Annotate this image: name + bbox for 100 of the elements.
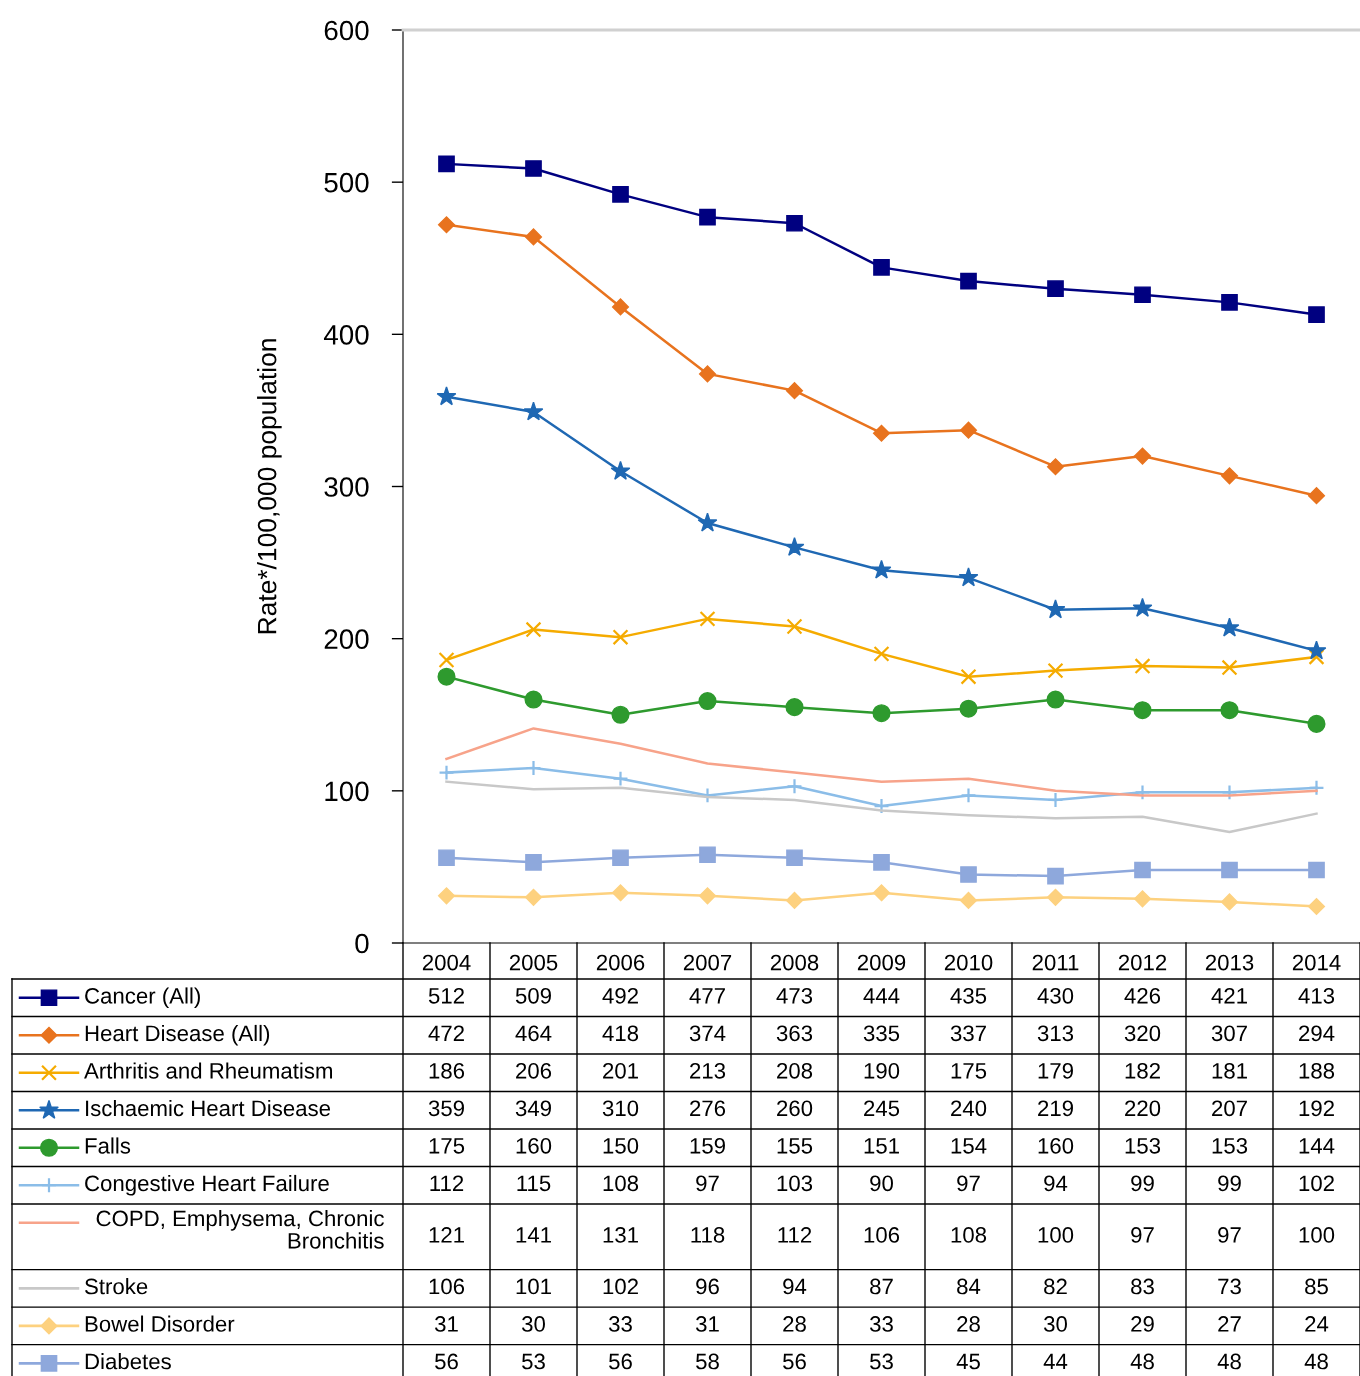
data-label: 313: [1037, 1025, 1074, 1042]
data-label: 115: [517, 1175, 551, 1192]
x-tick-label: 2007: [683, 954, 732, 971]
data-label: 310: [602, 1100, 639, 1117]
data-label: 99: [1131, 1175, 1154, 1192]
data-label: 160: [1038, 1137, 1074, 1154]
data-label: 182: [1125, 1062, 1160, 1079]
data-label: 335: [863, 1025, 900, 1042]
legend-label: Ischaemic Heart Disease: [86, 1099, 331, 1117]
legend-label: Congestive Heart Failure: [85, 1174, 329, 1196]
data-label: 276: [690, 1100, 726, 1117]
data-label: 444: [863, 988, 900, 1004]
data-label: 85: [1305, 1278, 1328, 1295]
data-label: 27: [1218, 1316, 1241, 1332]
data-label: 90: [870, 1175, 893, 1192]
data-label: 320: [1124, 1025, 1161, 1042]
data-label: 97: [696, 1175, 719, 1192]
data-label: 102: [1299, 1175, 1334, 1192]
data-label: 179: [1038, 1062, 1073, 1079]
data-label: 56: [435, 1353, 458, 1370]
data-label: 48: [1217, 1353, 1241, 1370]
data-label: 144: [1299, 1138, 1335, 1154]
data-label: 112: [430, 1175, 464, 1191]
data-label: 492: [602, 987, 638, 1004]
data-label: 472: [428, 1025, 464, 1041]
data-label: 83: [1131, 1278, 1154, 1295]
data-label: 106: [429, 1278, 465, 1295]
data-label: 31: [434, 1316, 458, 1332]
data-label: 421: [1211, 987, 1247, 1004]
data-label: 240: [951, 1100, 987, 1117]
data-label: 477: [689, 988, 725, 1004]
data-label: 159: [690, 1137, 725, 1154]
data-label: 220: [1125, 1100, 1161, 1117]
x-tick-label: 2006: [596, 954, 645, 971]
data-label: 188: [1299, 1062, 1335, 1079]
data-label: 56: [609, 1353, 632, 1370]
legend-label: Falls: [85, 1137, 131, 1154]
x-tick-label: 2009: [857, 954, 906, 971]
data-label: 473: [776, 987, 813, 1004]
data-label: 141: [516, 1227, 551, 1243]
data-label: 73: [1218, 1278, 1241, 1295]
data-label: 151: [864, 1138, 899, 1154]
data-label: 213: [690, 1062, 726, 1079]
data-label: 153: [1212, 1137, 1248, 1154]
data-label: 106: [864, 1227, 900, 1243]
legend-label: Stroke: [85, 1278, 148, 1295]
data-label: 28: [783, 1316, 806, 1332]
legend-label: Arthritis and Rheumatism: [84, 1062, 332, 1079]
data-label: 509: [515, 987, 551, 1004]
data-label: 363: [776, 1025, 813, 1042]
x-tick-label: 2008: [770, 954, 819, 971]
data-label: 56: [783, 1353, 806, 1370]
data-label: 260: [777, 1100, 813, 1117]
data-label: 207: [1212, 1100, 1247, 1117]
data-label: 97: [957, 1175, 980, 1192]
data-label: 103: [777, 1175, 813, 1192]
data-label: 175: [951, 1063, 987, 1079]
data-label: 33: [869, 1316, 893, 1332]
data-label: 131: [603, 1227, 638, 1243]
data-label: 101: [516, 1278, 551, 1295]
y-tick-label: 200: [324, 629, 369, 650]
y-tick-label: 400: [323, 325, 369, 345]
x-tick-label: 2011: [1032, 954, 1079, 971]
data-label: 24: [1305, 1316, 1329, 1332]
data-label: 82: [1044, 1278, 1067, 1295]
data-label: 418: [602, 1025, 639, 1042]
data-label: 118: [691, 1227, 725, 1243]
data-label: 464: [515, 1025, 552, 1042]
legend-label: Diabetes: [85, 1353, 171, 1370]
data-label: 112: [778, 1227, 812, 1243]
x-tick-label: 2004: [422, 954, 471, 971]
y-axis-title: Rate*/100,000 population: [257, 339, 282, 634]
y-tick-label: 300: [324, 477, 369, 497]
data-label: 430: [1037, 987, 1074, 1004]
data-label: 108: [603, 1175, 639, 1192]
data-label: 245: [864, 1100, 900, 1117]
data-label: 359: [428, 1100, 464, 1117]
x-tick-label: 2010: [944, 954, 993, 971]
x-tick-label: 2014: [1292, 954, 1341, 971]
data-label: 186: [429, 1062, 465, 1079]
data-label: 97: [1218, 1227, 1241, 1243]
data-label: 201: [603, 1062, 638, 1079]
data-label: 48: [1130, 1353, 1154, 1370]
data-label: 181: [1212, 1062, 1247, 1079]
data-label: 349: [515, 1100, 551, 1117]
data-label: 413: [1298, 987, 1335, 1004]
x-tick-label: 2005: [509, 954, 558, 971]
data-label: 87: [870, 1278, 893, 1295]
y-tick-label: 600: [324, 20, 369, 41]
data-label: 294: [1299, 1025, 1335, 1042]
data-label: 160: [516, 1137, 552, 1154]
legend-label: Bowel Disorder: [85, 1315, 235, 1332]
data-label: 190: [864, 1062, 900, 1079]
data-label: 84: [957, 1278, 981, 1295]
y-tick-label: 0: [355, 933, 369, 954]
data-label: 100: [1038, 1227, 1074, 1243]
data-label: 53: [870, 1353, 893, 1370]
data-label: 96: [696, 1278, 719, 1295]
data-label: 155: [777, 1138, 813, 1154]
data-label: 53: [522, 1353, 545, 1370]
